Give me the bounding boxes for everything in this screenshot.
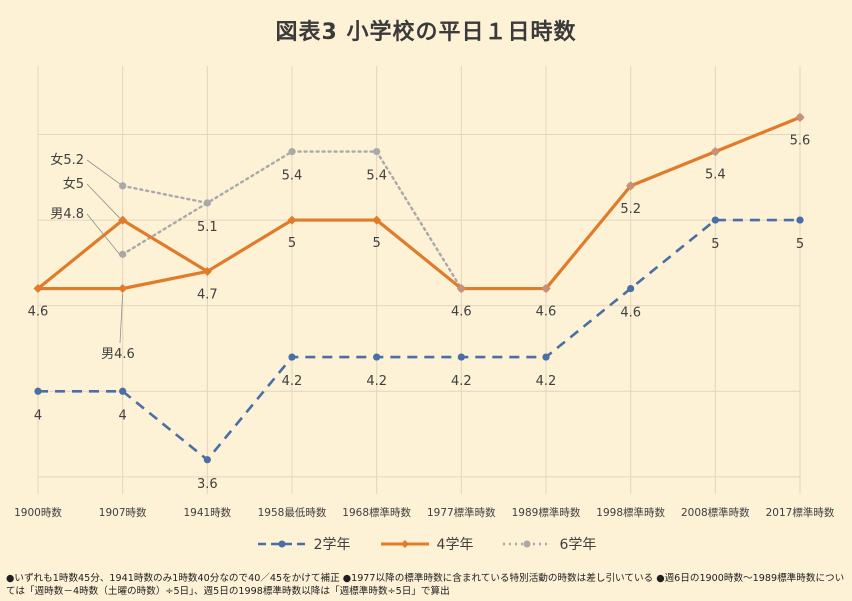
x-tick-label: 1998標準時数 xyxy=(596,506,665,519)
legend-item-2gakunen: 2学年 xyxy=(256,534,351,554)
series-6gakunen-point xyxy=(288,148,296,156)
data-label-4gakunen: 5 xyxy=(288,236,296,251)
chart-title: 図表3 小学校の平日１日時数 xyxy=(275,20,577,45)
x-tick-label: 1900時数 xyxy=(14,506,62,519)
data-label-4gakunen: 4.6 xyxy=(536,305,557,320)
annotation-leader xyxy=(86,183,120,219)
data-label-4gakunen: 5.6 xyxy=(790,133,811,148)
series-6gakunen-point xyxy=(119,250,127,258)
series-4gakunen-line xyxy=(36,115,801,291)
x-tick-label: 1977標準時数 xyxy=(427,506,496,519)
series-4gakunen-point xyxy=(118,284,128,294)
legend-label-6gakunen: 6学年 xyxy=(559,537,597,553)
series-2gakunen-point xyxy=(711,216,719,224)
series-4gakunen-point xyxy=(33,284,43,294)
annotation-male-4: 男4.6 xyxy=(101,347,135,362)
annotation-leader xyxy=(86,159,120,185)
series-2gakunen-line xyxy=(38,218,800,462)
series-2gakunen-point xyxy=(796,216,804,224)
series-2gakunen-point xyxy=(627,284,635,293)
legend-item-4gakunen: 4学年 xyxy=(379,534,474,554)
annotation-female-4: 女5 xyxy=(63,176,84,192)
data-label-6gakunen: 5.4 xyxy=(282,169,303,184)
series-4gakunen-point xyxy=(118,215,128,225)
series-overlap-point xyxy=(795,112,805,122)
series-overlap-point xyxy=(626,181,636,191)
x-tick-label: 2017標準時数 xyxy=(766,506,835,519)
series-4gakunen-point xyxy=(287,215,297,225)
legend: 2学年 4学年 6学年 xyxy=(0,534,852,554)
data-label-2gakunen: 4 xyxy=(34,408,42,423)
data-label-2gakunen: 4.2 xyxy=(536,374,557,389)
series-overlap-point xyxy=(541,284,551,294)
x-tick-label: 1958最低時数 xyxy=(258,506,327,519)
series-2gakunen-point xyxy=(119,387,127,395)
series-2gakunen-point xyxy=(542,353,550,361)
data-label-2gakunen: 4.2 xyxy=(451,374,472,389)
data-label-4gakunen: 4.6 xyxy=(451,305,472,320)
x-tick-label: 1941時数 xyxy=(183,506,231,519)
data-label-2gakunen: 3.6 xyxy=(197,477,218,492)
series-overlap-point xyxy=(456,284,466,294)
series-6gakunen-point xyxy=(373,148,381,156)
annotation-leader xyxy=(86,213,120,255)
data-label-6gakunen: 5.4 xyxy=(366,169,387,184)
series-2gakunen-point xyxy=(457,353,465,361)
data-label-2gakunen: 4.2 xyxy=(366,374,387,389)
x-tick-label: 1968標準時数 xyxy=(342,506,411,519)
x-tick-label: 2008標準時数 xyxy=(681,506,750,519)
series-6gakunen-point xyxy=(203,199,211,207)
series-6gakunen-line-male xyxy=(121,201,209,256)
data-label-6gakunen: 5.1 xyxy=(197,220,218,235)
legend-item-6gakunen: 6学年 xyxy=(501,534,596,554)
legend-label-4gakunen: 4学年 xyxy=(436,537,474,553)
data-label-2gakunen: 4.6 xyxy=(620,306,641,321)
series-6gakunen-point xyxy=(119,182,127,190)
data-label-2gakunen: 4 xyxy=(119,408,127,423)
series-4gakunen-point xyxy=(202,266,212,276)
x-tick-label: 1989標準時数 xyxy=(512,506,581,519)
series-2gakunen-point xyxy=(373,353,381,361)
series-2gakunen-point xyxy=(34,387,42,395)
footnote: ●いずれも1時数45分、1941時数のみ1時数40分なので40／45をかけて補正… xyxy=(6,573,845,597)
x-tick-label: 1907時数 xyxy=(99,506,147,519)
data-label-2gakunen: 4.2 xyxy=(282,374,303,389)
data-label-4gakunen: 5.4 xyxy=(705,168,726,183)
data-label-4gakunen: 4.6 xyxy=(28,305,49,320)
series-4gakunen-point xyxy=(372,215,382,225)
data-label-2gakunen: 5 xyxy=(796,237,804,252)
annotation-leader xyxy=(119,293,124,344)
series-2gakunen-point xyxy=(203,456,211,464)
data-label-4gakunen: 5.2 xyxy=(620,202,641,217)
series-2gakunen-point xyxy=(288,353,296,361)
series-overlap-point xyxy=(710,147,720,157)
data-label-4gakunen: 4.7 xyxy=(197,287,218,302)
data-label-4gakunen: 5 xyxy=(373,236,381,251)
annotation-female-6: 女5.2 xyxy=(50,152,84,168)
legend-label-2gakunen: 2学年 xyxy=(313,537,351,553)
annotation-male-6: 男4.8 xyxy=(50,207,84,222)
data-label-2gakunen: 5 xyxy=(711,237,719,252)
